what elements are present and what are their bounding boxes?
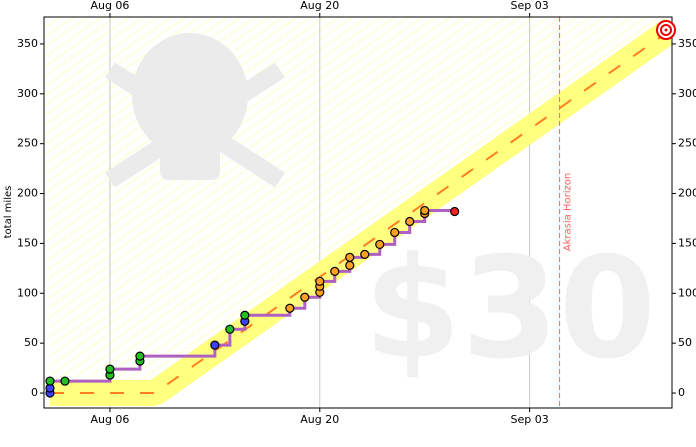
x-tick-label: Sep 03	[510, 413, 548, 426]
y-tick-label: 50	[24, 336, 38, 349]
datapoint	[420, 205, 430, 216]
y-tick-label: 150	[17, 236, 38, 249]
y-tick-label: 300	[17, 87, 38, 100]
y-axis-label: total miles	[3, 186, 14, 239]
y-tick-label: 0	[31, 386, 38, 399]
y-tick-label-right: 100	[678, 286, 696, 299]
datapoint	[450, 206, 460, 217]
y-tick-label-right: 0	[678, 386, 685, 399]
datapoint	[105, 364, 115, 374]
watermark: $30	[364, 228, 656, 391]
y-tick-label-right: 150	[678, 236, 696, 249]
datapoint	[330, 266, 340, 276]
y-tick-label: 100	[17, 286, 38, 299]
y-tick-label-right: 350	[678, 37, 696, 50]
skull	[105, 33, 285, 188]
plot-frame	[43, 16, 673, 409]
datapoint	[210, 340, 220, 350]
y-tick-label-right: 200	[678, 187, 696, 200]
datapoint	[285, 303, 295, 313]
datapoint	[390, 227, 400, 238]
datapoint	[360, 249, 370, 259]
x-tick-label: Aug 06	[90, 413, 129, 426]
datapoint	[345, 260, 355, 270]
data-layer	[45, 205, 460, 398]
x-tick-label-top: Aug 06	[90, 0, 129, 12]
y-tick-label: 200	[17, 187, 38, 200]
x-tick-label: Aug 20	[300, 413, 339, 426]
datapoint	[375, 239, 385, 250]
y-tick-label-right: 50	[678, 336, 692, 349]
datapoint	[300, 292, 310, 302]
datapoint	[315, 276, 325, 286]
datapoint	[405, 216, 415, 227]
datapoint	[345, 252, 355, 262]
y-tick-label-right: 300	[678, 87, 696, 100]
road-centerline	[49, 28, 672, 395]
y-tick-label-right: 250	[678, 137, 696, 150]
datapoint	[240, 310, 250, 320]
datapoint	[45, 376, 55, 386]
datapoint	[135, 351, 145, 361]
target	[656, 20, 676, 40]
datapoint	[60, 376, 70, 386]
y-tick-label: 250	[17, 137, 38, 150]
horizon-label: Akrasia Horizon	[563, 173, 574, 251]
x-tick-label-top: Sep 03	[510, 0, 548, 12]
x-tick-label-top: Aug 20	[300, 0, 339, 12]
y-tick-label: 350	[17, 37, 38, 50]
datapoint	[225, 324, 235, 334]
